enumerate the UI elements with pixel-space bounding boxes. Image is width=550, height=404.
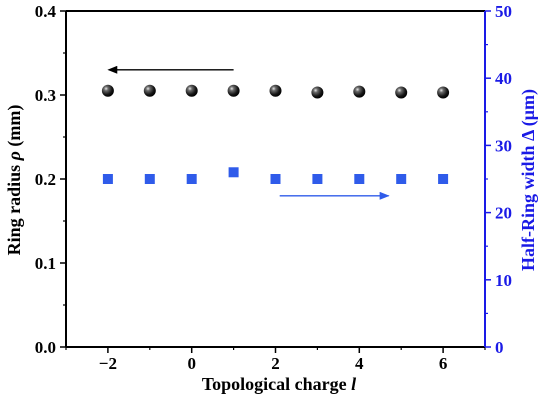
data-point (270, 174, 281, 184)
y-left-axis-title-symbol: ρ (4, 151, 24, 161)
data-point (395, 86, 408, 99)
data-point (144, 174, 155, 184)
plot-area (101, 65, 450, 200)
y-right-tick-label: 10 (495, 271, 512, 290)
y-left-tick-label: 0.3 (35, 86, 56, 105)
axes: −2 0 2 4 6 0.0 0.1 0.2 0.3 0.4 0 10 20 30 40 50 (35, 2, 512, 373)
data-point (354, 174, 365, 184)
x-axis-title-symbol: l (351, 374, 356, 394)
y-left-tick-label: 0.4 (35, 2, 57, 21)
y-left-tick-label: 0.0 (35, 338, 56, 357)
data-point (228, 167, 239, 178)
data-point (227, 84, 240, 97)
x-axis-title: Topological charge l (202, 374, 356, 394)
data-point (101, 84, 114, 97)
data-point (269, 84, 282, 97)
x-tick-label: 4 (355, 354, 364, 373)
series-square (102, 167, 449, 184)
data-point (185, 84, 198, 97)
y-left-tick-label: 0.2 (35, 170, 56, 189)
y-right-tick-label: 20 (495, 204, 512, 223)
x-tick-label: 2 (271, 354, 280, 373)
y-left-axis-title-text: Ring radius (4, 165, 24, 256)
x-tick-label: 6 (439, 354, 448, 373)
data-point (143, 84, 156, 97)
y-left-tick-label: 0.1 (35, 254, 56, 273)
data-point (437, 86, 450, 99)
data-point (102, 174, 113, 184)
y-left-axis-title-unit: (mm) (4, 105, 25, 147)
y-right-tick-label: 40 (495, 69, 512, 88)
x-axis-title-text: Topological charge (202, 374, 347, 394)
x-tick-label: −2 (99, 354, 117, 373)
y-right-tick-label: 0 (495, 338, 504, 357)
y-right-axis-title: Half-Ring width Δ (μm) (518, 89, 539, 271)
data-point (312, 174, 323, 184)
data-point (186, 174, 197, 184)
y-right-tick-label: 50 (495, 2, 512, 21)
data-point (353, 85, 366, 98)
data-point (438, 174, 449, 184)
y-left-axis-title: Ring radius ρ (mm) (4, 105, 25, 256)
series-sphere (101, 84, 450, 99)
y-right-tick-label: 30 (495, 136, 512, 155)
x-tick-label: 0 (187, 354, 196, 373)
axis-labels: Topological charge l Ring radius ρ (mm) … (4, 89, 539, 394)
data-point (396, 174, 407, 184)
data-point (311, 86, 324, 99)
